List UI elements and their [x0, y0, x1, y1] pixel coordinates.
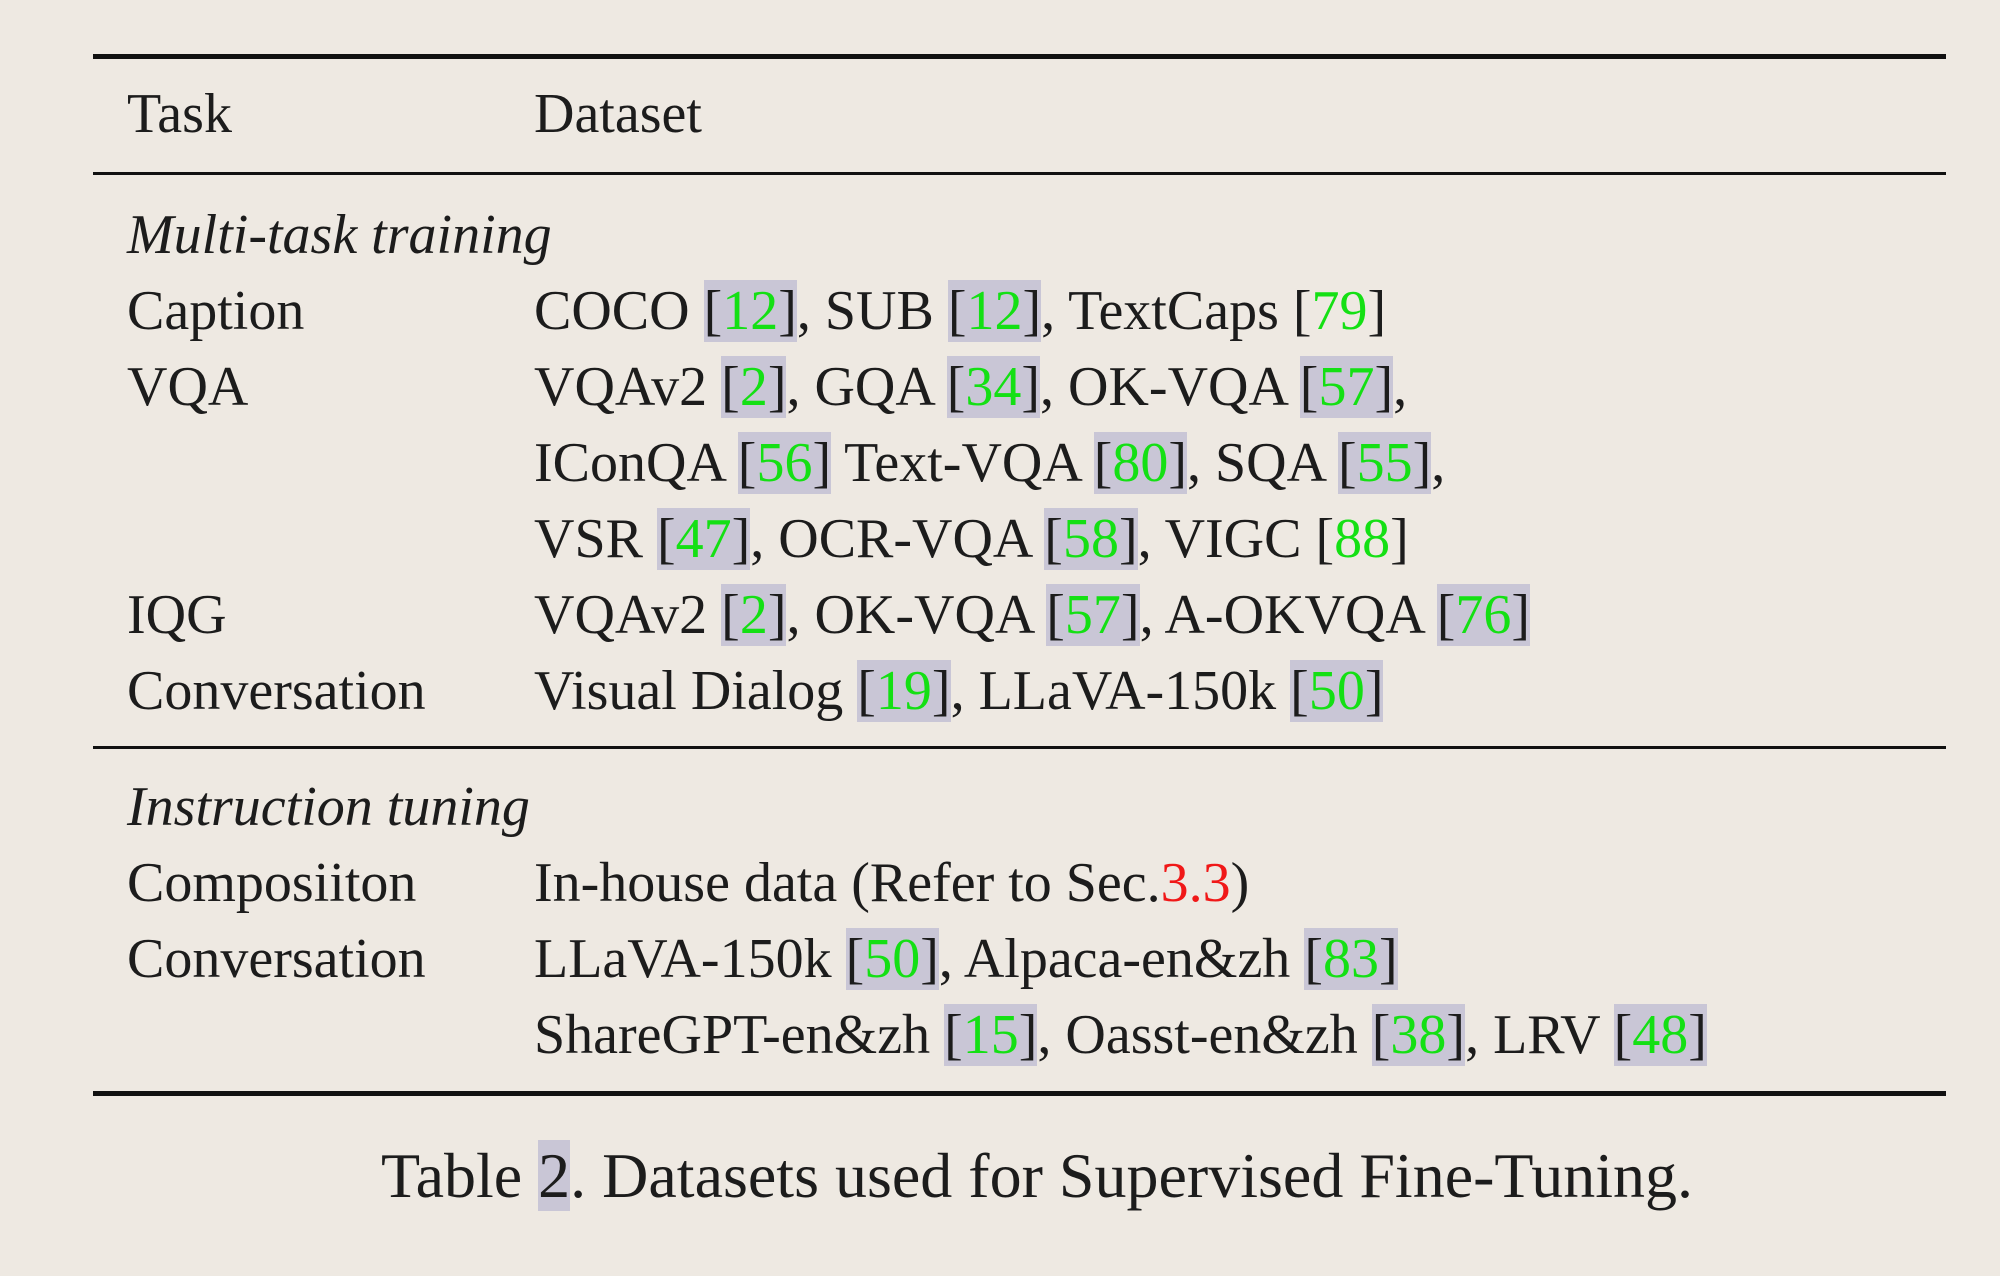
citation-link[interactable]: [2]	[721, 356, 787, 418]
citation-number: 57	[1064, 584, 1121, 646]
dataset-text: , Oasst-en&zh	[1037, 1004, 1372, 1066]
dataset-text: , TextCaps	[1041, 280, 1293, 342]
citation-number: 83	[1322, 928, 1379, 990]
citation-link[interactable]: [15]	[944, 1004, 1038, 1066]
task-cell: IQG	[127, 584, 227, 646]
dataset-text: ,	[1393, 356, 1408, 418]
citation-link[interactable]: [19]	[857, 660, 951, 722]
citation-link[interactable]: [57]	[1046, 584, 1140, 646]
citation-number: 48	[1632, 1004, 1689, 1066]
dataset-cell: VSR [47], OCR-VQA [58], VIGC [88]	[534, 501, 1409, 577]
dataset-text: In-house data (Refer to Sec.	[534, 852, 1161, 914]
citation-link[interactable]: [48]	[1613, 1004, 1707, 1066]
citation-number: 50	[864, 928, 921, 990]
dataset-text: , LRV	[1465, 1004, 1614, 1066]
citation-number: 88	[1334, 508, 1391, 570]
citation-number: 19	[875, 660, 932, 722]
citation-number: 2	[739, 356, 768, 418]
dataset-text: Visual Dialog	[534, 660, 858, 722]
citation-link[interactable]: [47]	[656, 508, 751, 570]
citation-number: 47	[675, 508, 732, 570]
dataset-cell: VQAv2 [2], GQA [34], OK-VQA [57],	[534, 349, 1407, 425]
dataset-cell: COCO [12], SUB [12], TextCaps [79]	[534, 273, 1386, 349]
table-caption: Table 2. Datasets used for Supervised Fi…	[37, 1134, 2000, 1218]
dataset-text: , SUB	[796, 280, 948, 342]
section-title: Multi-task training	[127, 204, 552, 266]
dataset-cell: VQAv2 [2], OK-VQA [57], A-OKVQA [76]	[534, 577, 1530, 653]
task-cell: Composiiton	[127, 852, 417, 914]
dataset-text: LLaVA-150k	[534, 928, 846, 990]
citation-number: 79	[1311, 280, 1368, 342]
dataset-text: , SQA	[1187, 432, 1338, 494]
header-task: Task	[127, 83, 232, 145]
citation-link[interactable]: [80]	[1093, 432, 1188, 494]
citation-link[interactable]: [38]	[1371, 1004, 1466, 1066]
citation-link[interactable]: [88]	[1315, 508, 1409, 570]
citation-link[interactable]: [57]	[1299, 356, 1394, 418]
citation-number: 55	[1356, 432, 1413, 494]
dataset-cell: In-house data (Refer to Sec.3.3)	[534, 845, 1249, 921]
citation-link[interactable]: [55]	[1337, 432, 1432, 494]
task-cell: VQA	[127, 356, 249, 418]
citation-link[interactable]: [58]	[1044, 508, 1138, 570]
header-dataset: Dataset	[534, 83, 702, 145]
dataset-text: , VIGC	[1137, 508, 1316, 570]
citation-number: 56	[756, 432, 813, 494]
citation-link[interactable]: [56]	[737, 432, 832, 494]
citation-number: 12	[722, 280, 779, 342]
dataset-cell: ShareGPT-en&zh [15], Oasst-en&zh [38], L…	[534, 997, 1707, 1073]
dataset-text: Text-VQA	[831, 432, 1094, 494]
citation-number: 50	[1308, 660, 1365, 722]
dataset-text: )	[1230, 852, 1250, 914]
dataset-text: ShareGPT-en&zh	[534, 1004, 945, 1066]
citation-link[interactable]: [2]	[721, 584, 787, 646]
dataset-text: , OK-VQA	[786, 584, 1047, 646]
citation-number: 80	[1112, 432, 1169, 494]
dataset-text: VSR	[534, 508, 657, 570]
header-rule	[93, 172, 1946, 175]
citation-number: 38	[1390, 1004, 1447, 1066]
dataset-text: , LLaVA-150k	[950, 660, 1291, 722]
citation-link[interactable]: [12]	[703, 280, 797, 342]
caption-number: 2	[538, 1140, 571, 1211]
dataset-text: , Alpaca-en&zh	[938, 928, 1305, 990]
section-rule	[93, 746, 1946, 749]
citation-number: 57	[1318, 356, 1375, 418]
citation-link[interactable]: [76]	[1436, 584, 1530, 646]
citation-link[interactable]: [12]	[947, 280, 1042, 342]
dataset-text: , OCR-VQA	[750, 508, 1045, 570]
citation-number: 12	[966, 280, 1023, 342]
caption-prefix: Table	[380, 1140, 539, 1211]
dataset-text: IConQA	[534, 432, 738, 494]
task-cell: Conversation	[127, 928, 426, 990]
citation-number: 34	[965, 356, 1022, 418]
dataset-text: ,	[1431, 432, 1446, 494]
caption-text: . Datasets used for Supervised Fine-Tuni…	[570, 1140, 1694, 1211]
citation-link[interactable]: [50]	[845, 928, 939, 990]
dataset-text: , GQA	[786, 356, 947, 418]
section-title: Instruction tuning	[127, 776, 530, 838]
dataset-cell: Visual Dialog [19], LLaVA-150k [50]	[534, 653, 1384, 729]
dataset-text: , OK-VQA	[1040, 356, 1300, 418]
citation-link[interactable]: [79]	[1292, 280, 1387, 342]
dataset-text: COCO	[534, 280, 704, 342]
section-reference-link[interactable]: 3.3	[1160, 852, 1231, 914]
dataset-cell: LLaVA-150k [50], Alpaca-en&zh [83]	[534, 921, 1398, 997]
top-rule	[93, 54, 1946, 59]
dataset-text: VQAv2	[534, 356, 722, 418]
citation-link[interactable]: [83]	[1304, 928, 1398, 990]
citation-link[interactable]: [50]	[1290, 660, 1384, 722]
citation-number: 15	[962, 1004, 1019, 1066]
task-cell: Caption	[127, 280, 305, 342]
task-cell: Conversation	[127, 660, 426, 722]
dataset-text: , A-OKVQA	[1139, 584, 1437, 646]
citation-number: 58	[1062, 508, 1119, 570]
citation-link[interactable]: [34]	[946, 356, 1041, 418]
dataset-text: VQAv2	[534, 584, 722, 646]
citation-number: 76	[1455, 584, 1512, 646]
dataset-cell: IConQA [56] Text-VQA [80], SQA [55],	[534, 425, 1445, 501]
bottom-rule	[93, 1091, 1946, 1096]
citation-number: 2	[739, 584, 768, 646]
